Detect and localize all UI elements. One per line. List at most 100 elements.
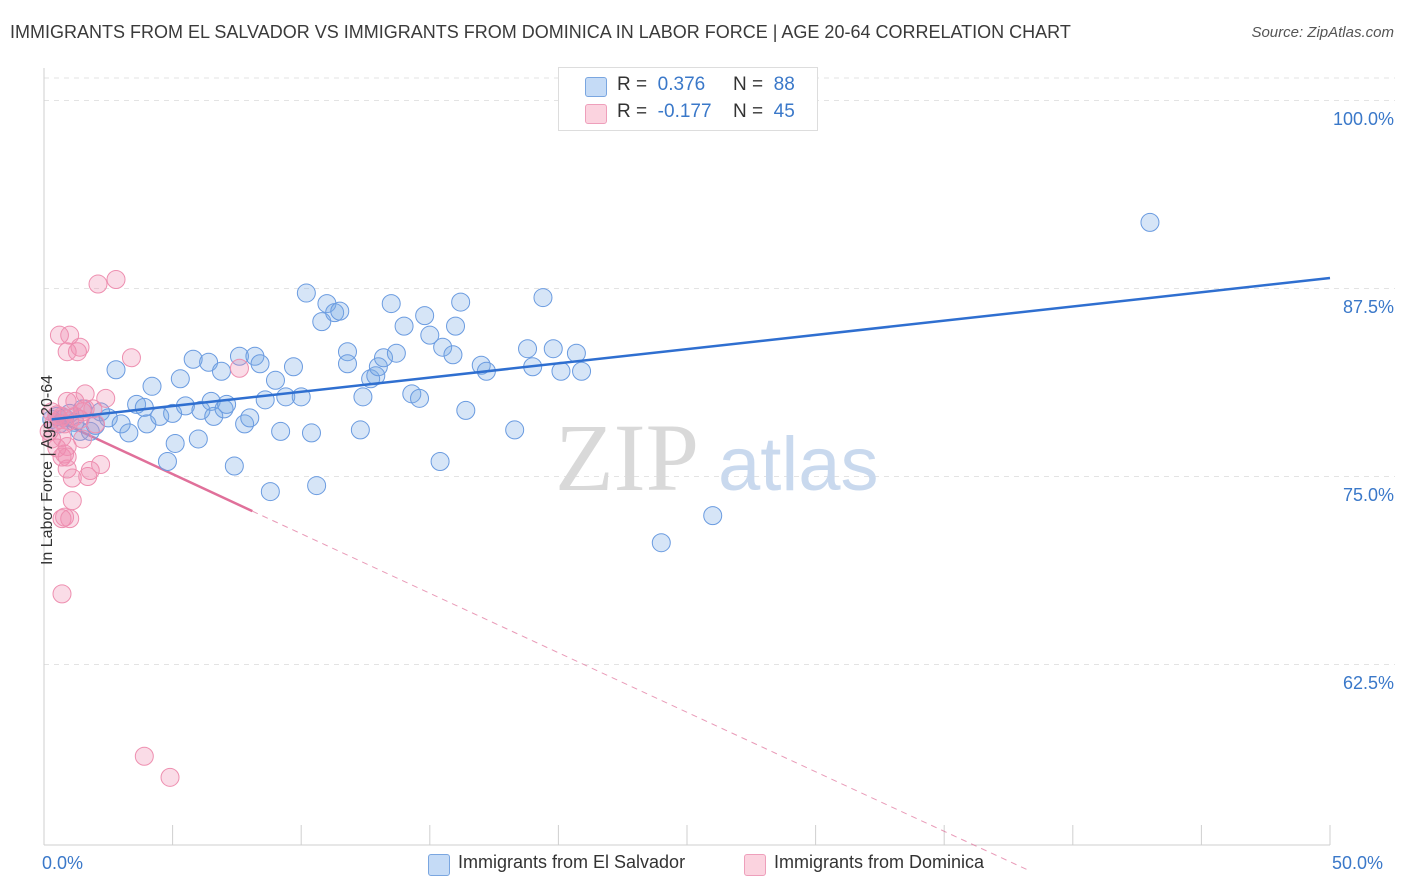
el-salvador-point xyxy=(224,456,244,476)
el-salvador-point xyxy=(183,349,203,369)
el-salvador-point xyxy=(312,312,332,332)
watermark-atlas: atlas xyxy=(718,422,879,507)
el-salvador-point xyxy=(420,325,440,345)
el-salvador-point xyxy=(533,288,553,308)
el-salvador-point xyxy=(368,357,388,377)
el-salvador-trend-line xyxy=(51,276,1331,421)
dominica-point xyxy=(85,414,105,434)
el-salvador-point xyxy=(572,361,592,381)
el-salvador-point xyxy=(165,433,185,453)
legend-n-dominica: 45 xyxy=(773,101,795,122)
el-salvador-point xyxy=(415,306,435,326)
dominica-point xyxy=(134,746,154,766)
bottom-legend-label-dominica: Immigrants from Dominica xyxy=(774,852,985,872)
el-salvador-point xyxy=(307,476,327,496)
el-salvador-point xyxy=(265,370,285,390)
legend-swatch-el-salvador xyxy=(585,77,607,97)
el-salvador-point xyxy=(394,316,414,336)
y-axis-label: In Labor Force | Age 20-64 xyxy=(39,374,56,566)
el-salvador-point xyxy=(283,357,303,377)
el-salvador-point xyxy=(471,355,491,375)
dominica-point xyxy=(75,384,95,404)
el-salvador-point xyxy=(446,316,466,336)
dominica-point xyxy=(62,491,82,511)
dominica-point xyxy=(57,436,77,456)
el-salvador-point xyxy=(240,408,260,428)
dominica-point xyxy=(55,444,75,464)
el-salvador-point xyxy=(337,354,357,374)
bottom-legend-swatch-el-salvador xyxy=(428,854,450,876)
x-tick-max: 50.0% xyxy=(1332,853,1384,873)
el-salvador-point xyxy=(217,394,237,414)
legend-n-el-salvador: 88 xyxy=(773,74,795,95)
dominica-point xyxy=(80,461,100,481)
stats-legend: R = 0.376 N = 88 R = -0.177 N = 45 xyxy=(558,67,818,131)
el-salvador-point xyxy=(296,283,316,303)
x-tick-min: 0.0% xyxy=(42,853,84,873)
el-salvador-point xyxy=(518,339,538,359)
el-salvador-point xyxy=(374,348,394,368)
el-salvador-point xyxy=(456,400,476,420)
el-salvador-point xyxy=(430,452,450,471)
el-salvador-point xyxy=(255,390,275,410)
el-salvador-point xyxy=(451,292,471,312)
el-salvador-point xyxy=(211,361,231,381)
dominica-point xyxy=(70,337,90,357)
el-salvador-point xyxy=(235,414,255,434)
bottom-legend-label-el-salvador: Immigrants from El Salvador xyxy=(458,852,686,872)
el-salvador-point xyxy=(433,337,453,357)
el-salvador-point xyxy=(330,301,350,321)
watermark: ZIP atlas xyxy=(555,404,879,511)
el-salvador-point xyxy=(170,369,190,389)
y-tick-label: 100.0% xyxy=(1332,108,1394,129)
dominica-point xyxy=(57,447,77,467)
dominica-trend-line xyxy=(51,416,253,513)
dominica-point xyxy=(57,391,77,411)
dominica-point xyxy=(75,399,95,419)
dominica-point xyxy=(96,388,116,408)
dominica-point xyxy=(60,509,80,529)
legend-r-el-salvador: 0.376 xyxy=(657,74,706,95)
dominica-point xyxy=(65,391,85,411)
el-salvador-point xyxy=(188,429,208,449)
legend-text-dominica: R = -0.177 N = 45 xyxy=(617,101,795,122)
el-salvador-point xyxy=(353,387,373,407)
dominica-trend-extension xyxy=(252,510,1030,872)
chart-source: Source: ZipAtlas.com xyxy=(1251,24,1394,41)
el-salvador-point xyxy=(271,421,291,441)
el-salvador-point xyxy=(443,345,463,365)
el-salvador-point xyxy=(157,452,177,471)
dominica-point xyxy=(160,767,180,787)
el-salvador-point xyxy=(703,506,723,526)
el-salvador-point xyxy=(386,343,406,363)
chart-title: IMMIGRANTS FROM EL SALVADOR VS IMMIGRANT… xyxy=(10,22,1071,42)
dominica-point xyxy=(88,274,108,294)
el-salvador-point xyxy=(543,339,563,359)
el-salvador-point xyxy=(260,482,280,502)
dominica-point xyxy=(229,358,249,378)
el-salvador-point xyxy=(1140,212,1160,232)
el-salvador-point xyxy=(106,360,126,380)
el-salvador-point xyxy=(142,376,162,396)
el-salvador-point xyxy=(199,352,219,372)
y-tick-label: 62.5% xyxy=(1342,672,1394,693)
y-axis-label-wrap: In Labor Force | Age 20-64 xyxy=(18,0,56,892)
dominica-point xyxy=(42,429,62,449)
el-salvador-point xyxy=(350,420,370,440)
dominica-point xyxy=(121,348,141,368)
el-salvador-point xyxy=(651,533,671,553)
el-salvador-point xyxy=(250,354,270,374)
dominica-point xyxy=(106,270,126,290)
dominica-point xyxy=(57,342,77,362)
el-salvador-point xyxy=(505,420,525,440)
dominica-point xyxy=(52,447,72,467)
el-salvador-trend xyxy=(51,276,1331,421)
axes xyxy=(43,68,1331,846)
y-tick-label: 87.5% xyxy=(1342,296,1394,317)
dominica-point xyxy=(49,325,69,345)
dominica-point xyxy=(91,455,111,475)
y-tick-label: 75.0% xyxy=(1342,484,1394,505)
el-salvador-point xyxy=(301,423,321,443)
el-salvador-point xyxy=(204,406,224,426)
